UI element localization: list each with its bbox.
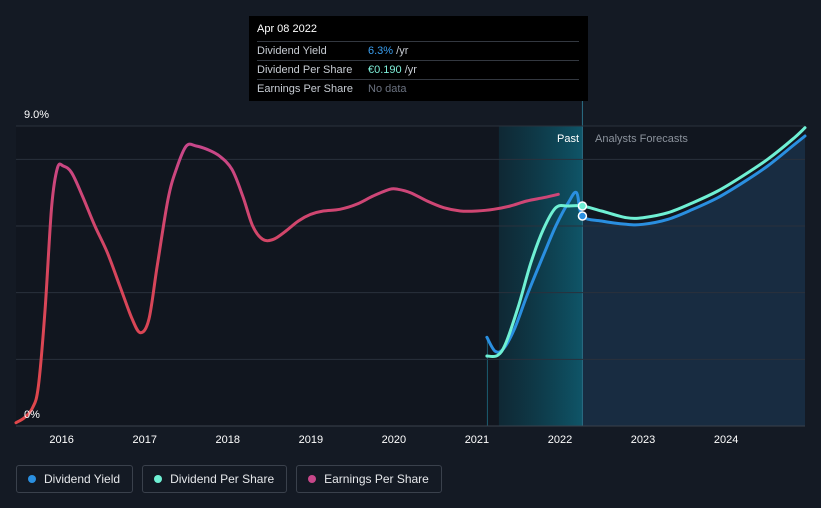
gridlines — [16, 125, 805, 427]
y-axis: 9.0% 0% — [24, 109, 49, 421]
tooltip-unit: /yr — [393, 45, 409, 57]
past-band — [486, 100, 583, 426]
forecast-fill — [582, 136, 805, 426]
x-tick-label: 2017 — [132, 434, 156, 446]
x-tick-label: 2022 — [548, 434, 572, 446]
tooltip-row-dividend-per-share: Dividend Per Share €0.190 /yr — [257, 60, 579, 79]
tooltip-label: Dividend Yield — [257, 45, 327, 57]
region-labels: Past Analysts Forecasts — [557, 133, 688, 145]
x-tick-label: 2018 — [216, 434, 240, 446]
legend-dot — [154, 475, 163, 483]
legend-label: Dividend Per Share — [170, 472, 275, 486]
x-tick-label: 2016 — [49, 434, 73, 446]
past-shade — [498, 126, 583, 426]
tooltip-value: 6.3% — [368, 45, 394, 57]
series-line-dividend-per-share — [485, 126, 807, 359]
forecast-area — [582, 136, 805, 426]
past-label: Past — [557, 133, 579, 145]
data-point-marker — [577, 211, 588, 221]
legend-dot — [28, 475, 36, 483]
series-line-earnings-per-share — [14, 142, 560, 425]
legend-dividend-yield[interactable]: Dividend Yield — [16, 465, 134, 493]
tooltip-value: No data — [368, 83, 407, 95]
tooltip-unit: /yr — [401, 64, 417, 76]
chart-legend: Dividend Yield Dividend Per Share Earnin… — [16, 465, 442, 493]
y-tick-min: 0% — [24, 409, 40, 421]
data-point-marker — [577, 201, 588, 211]
series-line-dividend-yield — [485, 134, 807, 354]
tooltip-date: Apr 08 2022 — [257, 23, 317, 35]
x-tick-label: 2020 — [382, 434, 406, 446]
marker-layer — [577, 201, 588, 221]
x-tick-label: 2023 — [631, 434, 655, 446]
legend-label: Earnings Per Share — [324, 472, 429, 486]
legend-dividend-per-share[interactable]: Dividend Per Share — [142, 465, 288, 493]
tooltip-row-dividend-yield: Dividend Yield 6.3% /yr — [257, 41, 579, 60]
x-tick-label: 2024 — [714, 434, 738, 446]
tooltip-row-earnings-per-share: Earnings Per Share No data — [257, 79, 579, 98]
tooltip-value: €0.190 — [368, 64, 402, 76]
series-layer — [14, 126, 807, 425]
tooltip-label: Dividend Per Share — [257, 64, 353, 76]
tooltip-label: Earnings Per Share — [257, 83, 353, 95]
x-tick-label: 2021 — [465, 434, 489, 446]
legend-label: Dividend Yield — [44, 472, 121, 486]
dividend-start-line — [486, 337, 488, 426]
x-tick-label: 2019 — [299, 434, 323, 446]
legend-earnings-per-share[interactable]: Earnings Per Share — [296, 465, 442, 493]
hover-tooltip: Apr 08 2022 Dividend Yield 6.3% /yr Divi… — [249, 16, 588, 101]
legend-dot — [308, 475, 317, 483]
x-axis: 2016 2017 2018 2019 2020 2021 2022 2023 2024 — [49, 434, 738, 446]
forecast-label: Analysts Forecasts — [595, 133, 688, 145]
y-tick-max: 9.0% — [24, 109, 49, 121]
